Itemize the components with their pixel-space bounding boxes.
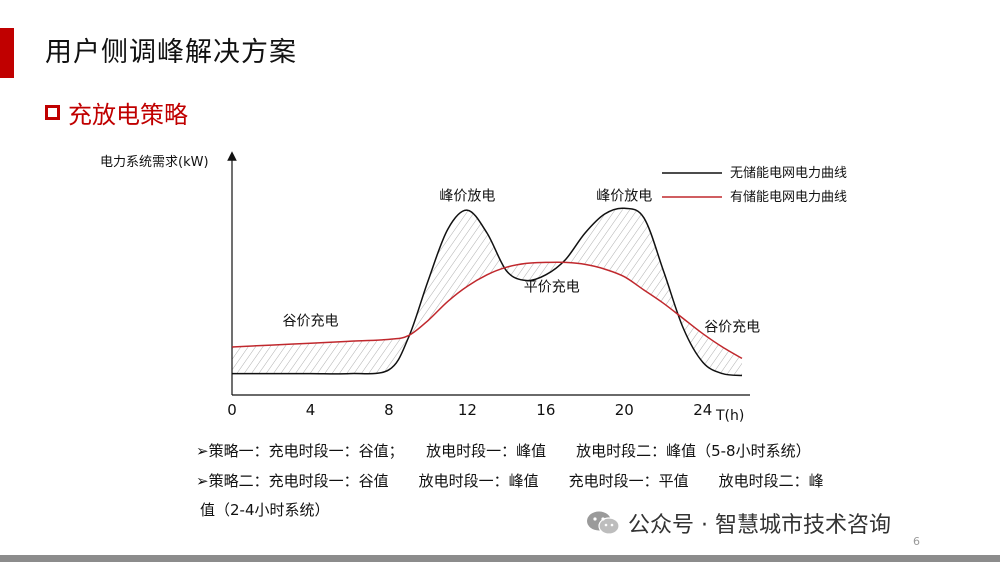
x-tick-label: 12	[458, 401, 477, 419]
x-tick-label: 8	[384, 401, 394, 419]
x-tick-label: 0	[227, 401, 237, 419]
square-bullet-icon	[45, 105, 60, 120]
watermark-text: 公众号 · 智慧城市技术咨询	[628, 513, 891, 538]
section-label: 充放电策略	[68, 101, 188, 129]
strategy-two-continued-text: 值（2-4小时系统）	[200, 501, 330, 519]
page-title: 用户侧调峰解决方案	[45, 37, 297, 68]
chart-annotation: 峰价放电	[596, 188, 652, 204]
chart-annotation: 谷价充电	[282, 314, 338, 330]
x-tick-label: 20	[615, 401, 634, 419]
series-line-with-storage	[231, 261, 743, 360]
series-line-no-storage	[231, 207, 743, 377]
chart-annotation: 平价充电	[524, 280, 580, 296]
section-heading: 充放电策略	[45, 95, 188, 130]
strategy-two-text: ➢策略二：充电时段一：谷值 放电时段一：峰值 充电时段一：平值 放电时段二：峰	[196, 472, 824, 490]
x-tick-label: 24	[693, 401, 712, 419]
watermark: 公众号 · 智慧城市技术咨询	[586, 507, 891, 539]
chart-annotation: 谷价充电	[704, 319, 760, 335]
x-axis-label: T(h)	[715, 408, 744, 424]
legend-label-no-storage: 无储能电网电力曲线	[730, 166, 847, 181]
title-accent-bar	[0, 28, 14, 78]
legend: 无储能电网电力曲线 有储能电网电力曲线	[662, 166, 847, 205]
power-demand-chart: 电力系统需求(kW) T(h) 0 4 8 12 16 20 24 峰价放电 峰价放电平价充电…	[100, 151, 847, 424]
chart-annotation: 峰价放电	[439, 188, 495, 204]
strategy-one-text: ➢策略一：充电时段一：谷值； 放电时段一：峰值 放电时段二：峰值（5-8小时系统…	[196, 442, 811, 460]
x-tick-label: 16	[536, 401, 555, 419]
y-axis-label: 电力系统需求(kW)	[100, 155, 209, 170]
difference-area	[232, 208, 742, 376]
page-number: 6	[913, 535, 920, 548]
wechat-icon	[587, 511, 620, 535]
footer-bar	[0, 555, 1000, 562]
x-tick-label: 4	[306, 401, 316, 419]
legend-label-with-storage: 有储能电网电力曲线	[730, 190, 847, 205]
